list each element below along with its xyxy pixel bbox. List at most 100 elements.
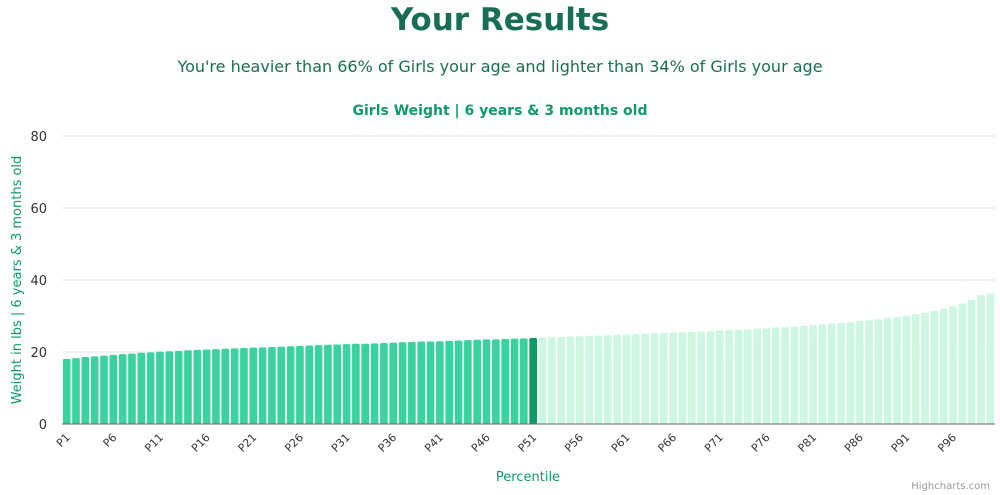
bar[interactable] [799, 325, 808, 424]
bar[interactable] [678, 332, 687, 424]
bar[interactable] [911, 314, 920, 424]
bar[interactable] [939, 308, 948, 424]
bar[interactable] [977, 295, 985, 424]
bar[interactable] [641, 333, 649, 424]
bar[interactable] [865, 320, 873, 424]
bar[interactable] [921, 312, 929, 424]
bar[interactable] [669, 332, 677, 424]
bar[interactable] [837, 322, 845, 424]
bar[interactable] [146, 352, 155, 424]
bar[interactable] [454, 340, 463, 424]
bar[interactable] [566, 336, 575, 424]
bar[interactable] [212, 349, 220, 424]
bar[interactable] [715, 330, 724, 424]
bar[interactable] [408, 341, 416, 424]
bar[interactable] [286, 346, 295, 424]
bar[interactable] [464, 340, 472, 424]
bar[interactable] [352, 343, 360, 424]
bar[interactable] [492, 339, 500, 424]
bar[interactable] [417, 341, 426, 424]
bar[interactable] [846, 322, 855, 424]
bar[interactable] [986, 293, 995, 424]
bar[interactable] [174, 350, 183, 424]
bar[interactable] [426, 341, 435, 424]
bar[interactable] [622, 334, 631, 424]
bar[interactable] [594, 335, 603, 424]
bar[interactable] [650, 333, 659, 424]
bar[interactable] [706, 331, 715, 424]
bar[interactable] [790, 326, 799, 424]
credits-link[interactable]: Highcharts.com [911, 481, 990, 492]
bar[interactable] [445, 340, 454, 424]
bar[interactable] [697, 331, 705, 424]
bar[interactable] [902, 315, 911, 424]
bar[interactable] [202, 349, 211, 424]
bar[interactable] [342, 344, 351, 424]
bar[interactable] [436, 341, 444, 424]
bar[interactable] [389, 342, 398, 424]
bar[interactable] [277, 346, 286, 424]
bar[interactable] [137, 352, 146, 424]
bar-highlighted[interactable] [529, 337, 537, 424]
bar[interactable] [482, 339, 491, 424]
bar[interactable] [575, 336, 584, 424]
bar[interactable] [81, 357, 90, 424]
bar[interactable] [258, 347, 267, 424]
bar[interactable] [538, 337, 547, 424]
bar[interactable] [100, 355, 108, 424]
bar[interactable] [165, 351, 174, 424]
bar[interactable] [557, 336, 565, 424]
bar[interactable] [771, 327, 780, 424]
bar[interactable] [631, 334, 640, 424]
bar[interactable] [930, 310, 939, 424]
bar[interactable] [967, 299, 976, 424]
bar[interactable] [361, 343, 370, 424]
bar[interactable] [743, 329, 752, 424]
bar[interactable] [240, 348, 248, 424]
bar[interactable] [230, 348, 239, 424]
bar[interactable] [949, 306, 957, 424]
bar[interactable] [501, 339, 509, 424]
bar[interactable] [333, 344, 342, 424]
bar[interactable] [818, 324, 827, 424]
bar[interactable] [781, 327, 789, 424]
bar[interactable] [893, 317, 901, 424]
bar[interactable] [753, 328, 761, 424]
bar[interactable] [520, 338, 528, 424]
bar[interactable] [855, 321, 864, 424]
bar[interactable] [762, 328, 771, 424]
bar[interactable] [659, 332, 668, 424]
bar[interactable] [296, 345, 304, 424]
bar[interactable] [184, 350, 192, 424]
bar[interactable] [958, 303, 967, 424]
bar[interactable] [62, 358, 71, 424]
bar[interactable] [90, 356, 99, 424]
bar[interactable] [380, 343, 388, 424]
bar[interactable] [603, 335, 612, 424]
bar[interactable] [687, 331, 696, 424]
bar[interactable] [72, 358, 80, 424]
bar[interactable] [827, 323, 836, 424]
bar[interactable] [883, 318, 892, 424]
bar[interactable] [585, 335, 593, 424]
bar[interactable] [305, 345, 314, 424]
bar[interactable] [613, 334, 621, 424]
bar[interactable] [193, 349, 202, 424]
bar[interactable] [118, 354, 127, 424]
bar[interactable] [734, 329, 743, 424]
bar[interactable] [398, 342, 407, 424]
bar[interactable] [370, 343, 379, 424]
bar[interactable] [221, 348, 230, 424]
bar[interactable] [156, 351, 164, 424]
bar[interactable] [268, 346, 276, 424]
bar[interactable] [473, 339, 482, 424]
bar[interactable] [249, 347, 258, 424]
bar[interactable] [874, 319, 883, 424]
bar[interactable] [324, 344, 332, 424]
bar[interactable] [548, 337, 556, 424]
bar[interactable] [725, 330, 733, 424]
bar[interactable] [128, 353, 136, 424]
bar[interactable] [809, 325, 817, 424]
bar[interactable] [109, 354, 118, 424]
bar[interactable] [510, 338, 519, 424]
